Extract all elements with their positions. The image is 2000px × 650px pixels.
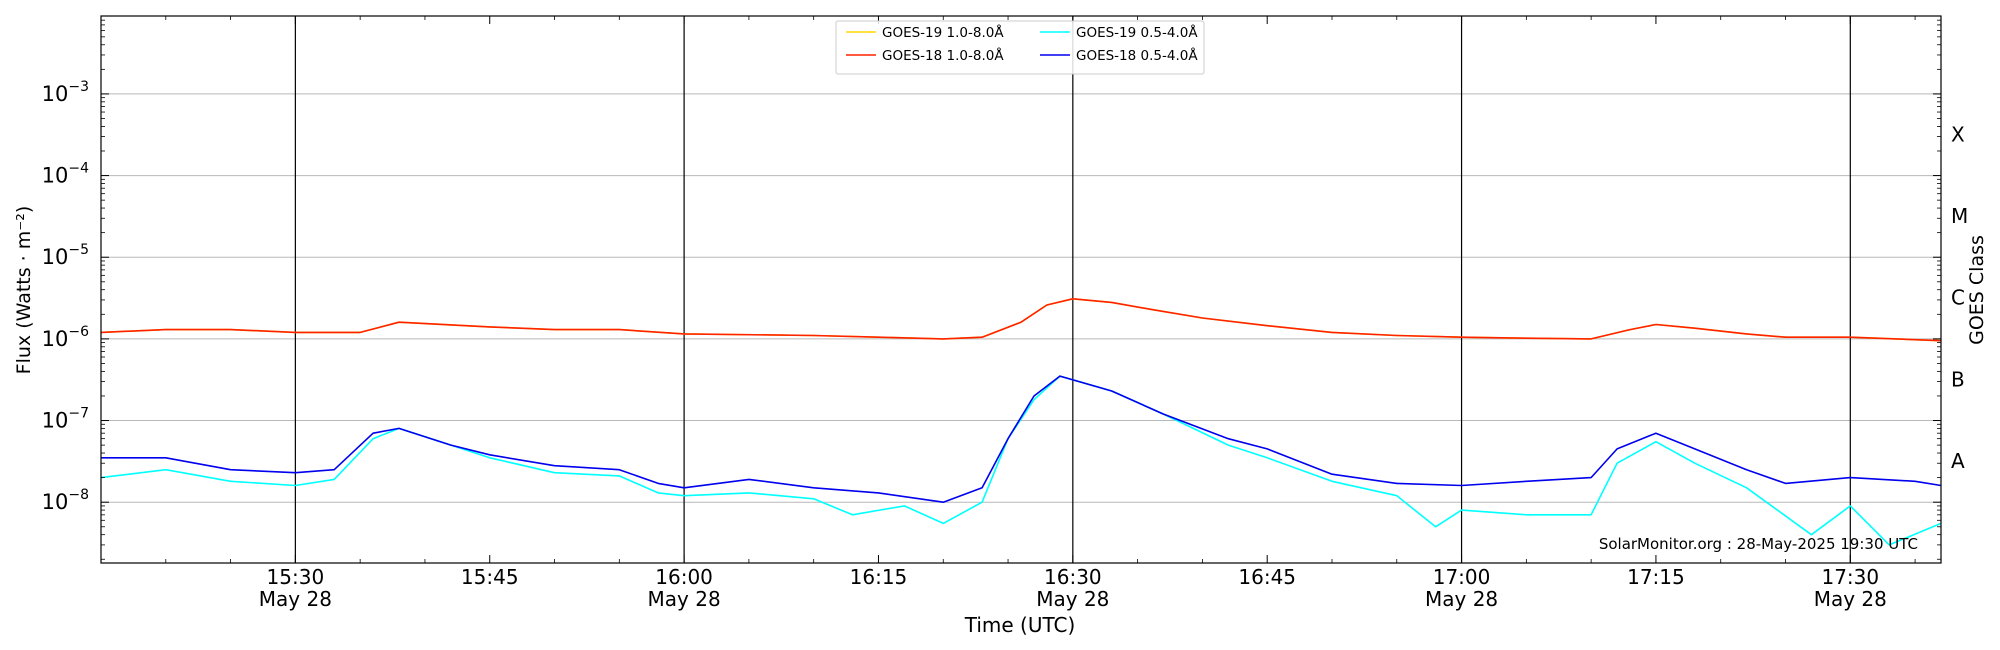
legend-box	[835, 20, 1205, 75]
plot-frame	[100, 15, 1942, 564]
x-axis-label: Time (UTC)	[964, 613, 1076, 637]
x-tick-date-label: May 28	[648, 587, 721, 611]
y-tick-exponent: −7	[68, 406, 89, 422]
y-axis-ticks: 10−810−710−610−510−410−3	[42, 19, 1941, 560]
source-annotation: SolarMonitor.org : 28-May-2025 19:30 UTC	[1599, 535, 1918, 553]
y-tick-label: 10−7	[42, 406, 89, 433]
y-tick-label: 10−5	[42, 242, 89, 269]
y-tick-label: 10−6	[42, 324, 89, 351]
x-tick-label: 16:15	[850, 565, 908, 589]
y-tick-exponent: −5	[68, 242, 89, 258]
y-tick-label: 10−8	[42, 487, 89, 514]
goes-class-label: C	[1951, 286, 1965, 310]
x-tick-label: 15:30	[267, 565, 325, 589]
x-tick-label: 16:00	[655, 565, 713, 589]
y-tick-label: 10−3	[42, 79, 89, 106]
legend-label: GOES-19 1.0-8.0Å	[882, 24, 1004, 41]
legend-label: GOES-18 0.5-4.0Å	[1076, 47, 1198, 64]
x-tick-label: 16:45	[1238, 565, 1296, 589]
goes-class-labels: A B C M X	[1951, 122, 1968, 473]
y-tick-label: 10−4	[42, 161, 89, 188]
y-tick-exponent: −4	[68, 161, 89, 177]
y-tick-base: 10	[42, 409, 69, 433]
y-axis-label: Flux (Watts · m⁻²)	[13, 206, 35, 375]
y-tick-exponent: −3	[68, 79, 89, 95]
y2-axis-label: GOES Class	[1966, 235, 1988, 345]
y-tick-base: 10	[42, 327, 69, 351]
x-tick-date-label: May 28	[1425, 587, 1498, 611]
legend: GOES-19 1.0-8.0Å GOES-18 1.0-8.0Å GOES-19 …	[835, 20, 1205, 75]
x-tick-date-label: May 28	[1814, 587, 1887, 611]
x-tick-label: 17:30	[1821, 565, 1879, 589]
y-tick-base: 10	[42, 490, 69, 514]
goes-class-label: X	[1951, 122, 1965, 146]
y-tick-base: 10	[42, 164, 69, 188]
series-line	[101, 375, 1942, 503]
x-tick-label: 16:30	[1044, 565, 1102, 589]
y-tick-base: 10	[42, 82, 69, 106]
y-tick-exponent: −6	[68, 324, 89, 340]
x-tick-label: 17:15	[1627, 565, 1685, 589]
x-tick-date-label: May 28	[1036, 587, 1109, 611]
goes-class-label: A	[1951, 449, 1965, 473]
y-tick-exponent: −8	[68, 487, 89, 503]
series-lines	[100, 298, 1942, 546]
y-tick-base: 10	[42, 245, 69, 269]
x-tick-date-label: May 28	[259, 587, 332, 611]
x-tick-label: 17:00	[1433, 565, 1491, 589]
grid-lines	[101, 93, 1941, 503]
x-tick-label: 15:45	[461, 565, 519, 589]
goes-class-label: B	[1951, 367, 1965, 391]
series-line	[100, 298, 1942, 342]
goes-class-label: M	[1951, 204, 1968, 228]
legend-label: GOES-18 1.0-8.0Å	[882, 47, 1004, 64]
day-marker-lines	[294, 16, 1851, 563]
series-line	[100, 298, 1942, 342]
series-line	[100, 375, 1942, 546]
legend-label: GOES-19 0.5-4.0Å	[1076, 24, 1198, 41]
